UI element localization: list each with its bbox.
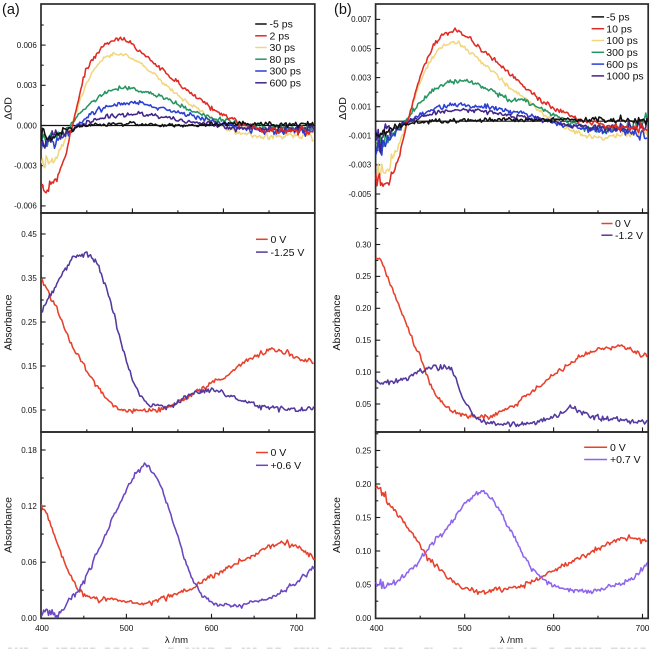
svg-text:0.20: 0.20 xyxy=(356,480,372,489)
svg-text:0 V: 0 V xyxy=(610,442,626,454)
svg-text:0.00: 0.00 xyxy=(356,614,372,623)
svg-text:(b): (b) xyxy=(334,2,352,18)
svg-text:2 ps: 2 ps xyxy=(270,30,290,42)
svg-text:0 V: 0 V xyxy=(271,234,287,246)
svg-text:λ /nm: λ /nm xyxy=(500,635,523,646)
svg-text:0.05: 0.05 xyxy=(21,406,37,415)
svg-text:30 ps: 30 ps xyxy=(270,42,296,54)
svg-text:-1.25 V: -1.25 V xyxy=(271,247,305,259)
svg-text:-0.003: -0.003 xyxy=(349,161,372,170)
svg-text:0.15: 0.15 xyxy=(21,362,37,371)
svg-text:0 V: 0 V xyxy=(615,218,631,230)
svg-text:0.05: 0.05 xyxy=(356,400,372,409)
svg-text:0.06: 0.06 xyxy=(21,558,37,567)
svg-text:0 V: 0 V xyxy=(271,447,287,459)
svg-text:600 ps: 600 ps xyxy=(606,59,638,71)
svg-text:400: 400 xyxy=(370,623,384,633)
svg-text:ΔOD: ΔOD xyxy=(337,97,349,120)
svg-text:-5 ps: -5 ps xyxy=(606,12,629,24)
svg-text:0.25: 0.25 xyxy=(356,272,372,281)
svg-text:+0.6 V: +0.6 V xyxy=(271,460,302,472)
svg-text:(a): (a) xyxy=(2,2,20,18)
svg-text:0.18: 0.18 xyxy=(21,446,37,455)
svg-text:100 ps: 100 ps xyxy=(606,35,638,47)
svg-text:0.15: 0.15 xyxy=(356,336,372,345)
svg-text:-0.003: -0.003 xyxy=(14,162,37,171)
svg-text:0.007: 0.007 xyxy=(351,15,372,24)
svg-text:0.10: 0.10 xyxy=(356,547,372,556)
svg-text:-5 ps: -5 ps xyxy=(270,19,293,31)
svg-text:Absorbance: Absorbance xyxy=(3,294,15,350)
svg-text:0.45: 0.45 xyxy=(21,230,37,239)
svg-text:700: 700 xyxy=(636,623,650,633)
svg-text:Absorbance: Absorbance xyxy=(331,497,343,553)
svg-text:0.20: 0.20 xyxy=(356,304,372,313)
svg-text:0.30: 0.30 xyxy=(356,240,372,249)
svg-text:400: 400 xyxy=(35,623,49,633)
svg-text:-0.006: -0.006 xyxy=(14,202,37,211)
svg-text:0.00: 0.00 xyxy=(21,614,37,623)
svg-text:300 ps: 300 ps xyxy=(606,47,638,59)
svg-text:Absorbance: Absorbance xyxy=(331,294,343,350)
svg-text:500: 500 xyxy=(458,623,472,633)
svg-text:-0.005: -0.005 xyxy=(349,190,372,199)
svg-text:-0.001: -0.001 xyxy=(349,132,372,141)
svg-text:700: 700 xyxy=(290,623,304,633)
svg-text:0.12: 0.12 xyxy=(21,502,37,511)
svg-text:600 ps: 600 ps xyxy=(270,77,302,89)
svg-text:300 ps: 300 ps xyxy=(270,66,302,78)
svg-text:600: 600 xyxy=(205,623,219,633)
svg-text:500: 500 xyxy=(119,623,133,633)
svg-text:0.005: 0.005 xyxy=(351,44,372,53)
svg-text:0.003: 0.003 xyxy=(17,81,38,90)
svg-text:0.25: 0.25 xyxy=(21,318,37,327)
svg-text:ΔOD: ΔOD xyxy=(3,97,15,120)
svg-text:0.006: 0.006 xyxy=(17,41,38,50)
svg-text:0.10: 0.10 xyxy=(356,368,372,377)
svg-text:0.003: 0.003 xyxy=(351,73,372,82)
svg-text:0.000: 0.000 xyxy=(17,121,38,130)
svg-text:600: 600 xyxy=(547,623,561,633)
svg-text:1000 ps: 1000 ps xyxy=(606,71,643,83)
svg-text:Absorbance: Absorbance xyxy=(3,497,15,553)
svg-text:0.15: 0.15 xyxy=(356,513,372,522)
svg-text:0.05: 0.05 xyxy=(356,580,372,589)
svg-text:-1.2 V: -1.2 V xyxy=(615,230,643,242)
svg-text:0.35: 0.35 xyxy=(21,274,37,283)
svg-text:0.25: 0.25 xyxy=(356,446,372,455)
svg-text:λ /nm: λ /nm xyxy=(165,635,188,646)
svg-text:0.001: 0.001 xyxy=(351,103,372,112)
svg-text:10 ps: 10 ps xyxy=(606,23,632,35)
svg-text:80 ps: 80 ps xyxy=(270,54,296,66)
svg-text:+0.7 V: +0.7 V xyxy=(610,454,641,466)
